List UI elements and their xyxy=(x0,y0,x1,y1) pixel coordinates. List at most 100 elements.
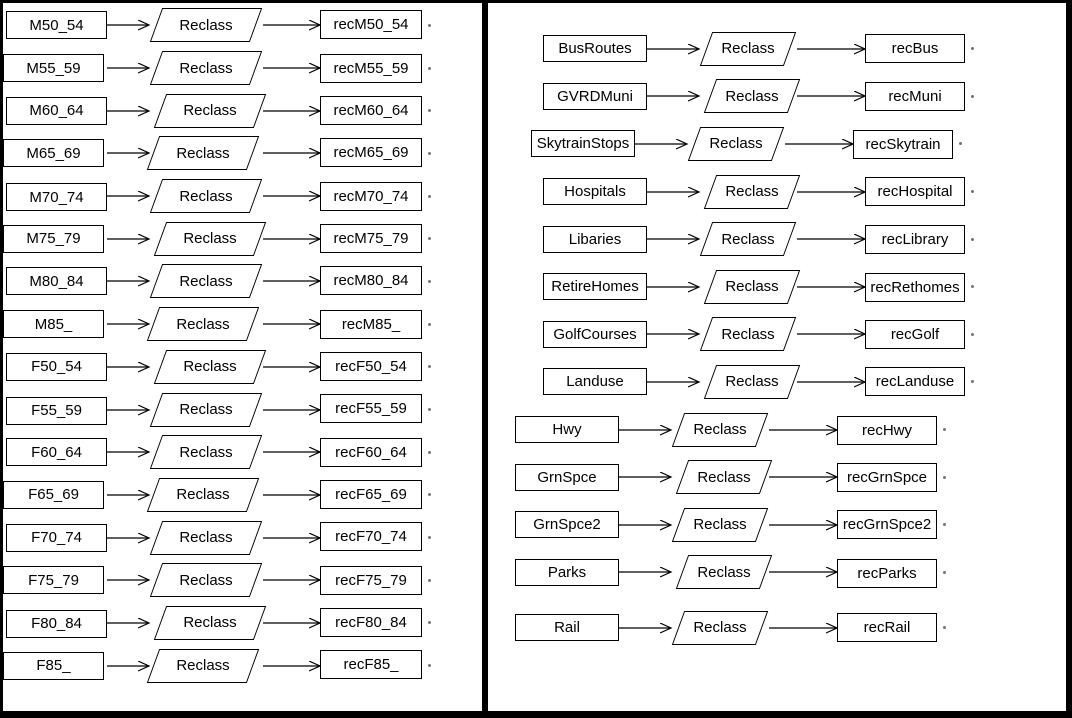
reclass-tool-node[interactable]: Reclass xyxy=(149,51,263,86)
output-data-node[interactable]: recMuni xyxy=(865,81,965,111)
input-data-node[interactable]: M55_59 xyxy=(3,54,104,83)
output-data-node[interactable]: recM75_79 xyxy=(320,224,422,254)
input-data-node[interactable]: M80_84 xyxy=(6,267,107,296)
arrow-icon xyxy=(769,619,837,637)
input-data-node[interactable]: M50_54 xyxy=(6,11,107,40)
output-data-node[interactable]: recHwy xyxy=(837,416,937,446)
output-label: recRethomes xyxy=(870,279,960,297)
input-data-node[interactable]: F65_69 xyxy=(3,480,104,509)
output-data-node[interactable]: recM70_74 xyxy=(320,181,422,211)
input-data-node[interactable]: F50_54 xyxy=(6,352,107,381)
output-data-node[interactable]: recRethomes xyxy=(865,273,965,303)
input-data-node[interactable]: GolfCourses xyxy=(543,320,647,348)
reclass-tool-node[interactable]: Reclass xyxy=(149,264,263,299)
output-data-node[interactable]: recM55_59 xyxy=(320,53,422,83)
input-data-node[interactable]: F85_ xyxy=(3,651,104,680)
reclass-tool-node[interactable]: Reclass xyxy=(146,136,260,171)
connector-dot xyxy=(428,578,431,582)
reclass-tool-node[interactable]: Reclass xyxy=(687,126,785,161)
input-data-node[interactable]: RetireHomes xyxy=(543,273,647,301)
output-label: recM80_84 xyxy=(333,271,409,289)
input-data-node[interactable]: GrnSpce2 xyxy=(515,511,619,539)
output-data-node[interactable]: recF60_64 xyxy=(320,437,422,467)
input-data-node[interactable]: Hwy xyxy=(515,416,619,444)
input-data-node[interactable]: SkytrainStops xyxy=(531,130,635,158)
connector-dot xyxy=(428,237,431,241)
reclass-tool-node[interactable]: Reclass xyxy=(699,31,797,66)
output-data-node[interactable]: recM65_69 xyxy=(320,137,422,167)
output-data-node[interactable]: recF50_54 xyxy=(320,352,422,382)
output-data-node[interactable]: recHospital xyxy=(865,177,965,207)
output-data-node[interactable]: recLibrary xyxy=(865,224,965,254)
output-data-node[interactable]: recGolf xyxy=(865,319,965,349)
reclass-tool-node[interactable]: Reclass xyxy=(671,507,769,542)
reclass-tool-node[interactable]: Reclass xyxy=(703,364,801,399)
input-data-node[interactable]: GrnSpce xyxy=(515,463,619,491)
output-data-node[interactable]: recRail xyxy=(837,613,937,643)
reclass-tool-node[interactable]: Reclass xyxy=(149,179,263,214)
reclass-tool-node[interactable]: Reclass xyxy=(146,477,260,512)
reclass-tool-node[interactable]: Reclass xyxy=(149,563,263,598)
input-data-node[interactable]: M60_64 xyxy=(6,96,107,125)
output-data-node[interactable]: recF70_74 xyxy=(320,522,422,552)
reclass-tool-node[interactable]: Reclass xyxy=(671,412,769,447)
reclass-tool-node[interactable]: Reclass xyxy=(153,605,267,640)
output-data-node[interactable]: recLanduse xyxy=(865,367,965,397)
output-data-node[interactable]: recF80_84 xyxy=(320,608,422,638)
reclass-tool-node[interactable]: Reclass xyxy=(153,221,267,256)
output-data-node[interactable]: recM60_64 xyxy=(320,96,422,126)
output-data-node[interactable]: recF85_ xyxy=(320,650,422,680)
reclass-tool-node[interactable]: Reclass xyxy=(153,349,267,384)
reclass-tool-node[interactable]: Reclass xyxy=(675,555,773,590)
output-data-node[interactable]: recF75_79 xyxy=(320,565,422,595)
flow-row: F50_54 Reclass recF50_54 xyxy=(3,346,482,389)
output-data-node[interactable]: recM80_84 xyxy=(320,265,422,295)
arrow-icon xyxy=(647,230,699,248)
input-data-node[interactable]: Rail xyxy=(515,614,619,642)
reclass-tool-node[interactable]: Reclass xyxy=(703,269,801,304)
input-data-node[interactable]: F55_59 xyxy=(6,396,107,425)
output-data-node[interactable]: recSkytrain xyxy=(853,130,953,160)
output-label: recM75_79 xyxy=(333,230,409,248)
arrow-icon xyxy=(263,657,320,675)
input-data-node[interactable]: GVRDMuni xyxy=(543,82,647,110)
reclass-tool-node[interactable]: Reclass xyxy=(153,93,267,128)
input-data-node[interactable]: Landuse xyxy=(543,368,647,396)
reclass-tool-node[interactable]: Reclass xyxy=(146,307,260,342)
input-data-node[interactable]: Parks xyxy=(515,558,619,586)
reclass-tool-node[interactable]: Reclass xyxy=(671,610,769,645)
output-data-node[interactable]: recM50_54 xyxy=(320,9,422,39)
reclass-tool-node[interactable]: Reclass xyxy=(149,392,263,427)
reclass-tool-node[interactable]: Reclass xyxy=(149,8,263,43)
flow-row: Parks Reclass recParks xyxy=(488,549,1038,597)
output-data-node[interactable]: recGrnSpce xyxy=(837,462,937,492)
input-data-node[interactable]: F80_84 xyxy=(6,609,107,638)
input-data-node[interactable]: M75_79 xyxy=(3,224,104,253)
input-data-node[interactable]: M70_74 xyxy=(6,183,107,212)
input-label: F75_79 xyxy=(28,571,79,589)
input-data-node[interactable]: F60_64 xyxy=(6,438,107,467)
reclass-tool-node[interactable]: Reclass xyxy=(699,222,797,257)
reclass-tool-node[interactable]: Reclass xyxy=(699,317,797,352)
reclass-tool-node[interactable]: Reclass xyxy=(149,435,263,470)
reclass-tool-node[interactable]: Reclass xyxy=(146,648,260,683)
output-data-node[interactable]: recBus xyxy=(865,34,965,64)
reclass-tool-node[interactable]: Reclass xyxy=(703,174,801,209)
flow-row: F85_ Reclass recF85_ xyxy=(3,644,482,687)
input-data-node[interactable]: BusRoutes xyxy=(543,35,647,63)
input-data-node[interactable]: F70_74 xyxy=(6,523,107,552)
input-data-node[interactable]: Libaries xyxy=(543,225,647,253)
output-data-node[interactable]: recM85_ xyxy=(320,309,422,339)
reclass-tool-node[interactable]: Reclass xyxy=(675,460,773,495)
output-data-node[interactable]: recGrnSpce2 xyxy=(837,510,937,540)
flow-row: M60_64 Reclass recM60_64 xyxy=(3,89,482,132)
output-data-node[interactable]: recF65_69 xyxy=(320,480,422,510)
input-data-node[interactable]: Hospitals xyxy=(543,178,647,206)
reclass-tool-node[interactable]: Reclass xyxy=(703,79,801,114)
output-data-node[interactable]: recParks xyxy=(837,558,937,588)
input-data-node[interactable]: M65_69 xyxy=(3,139,104,168)
reclass-tool-node[interactable]: Reclass xyxy=(149,520,263,555)
output-data-node[interactable]: recF55_59 xyxy=(320,394,422,424)
input-data-node[interactable]: F75_79 xyxy=(3,566,104,595)
input-data-node[interactable]: M85_ xyxy=(3,310,104,339)
